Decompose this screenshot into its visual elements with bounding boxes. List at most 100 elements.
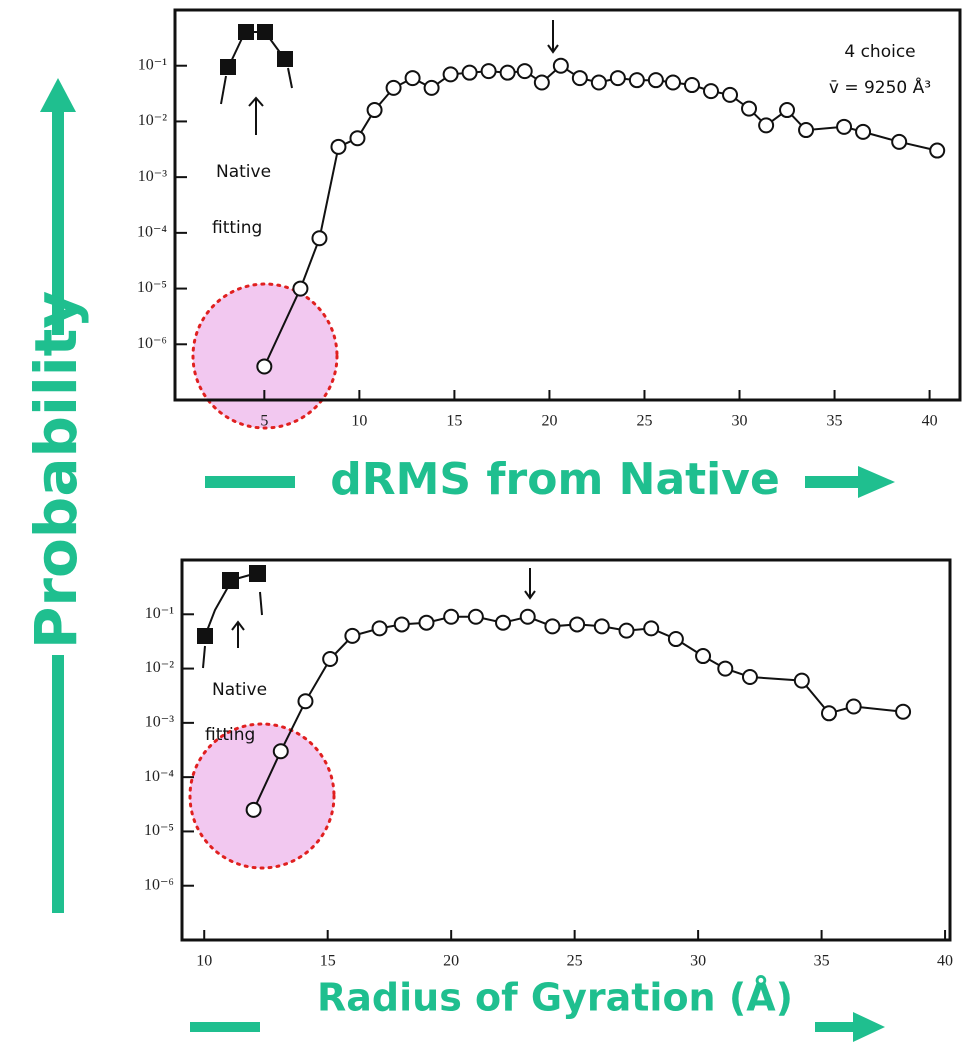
data-point (442, 66, 459, 83)
x-tick-label: 20 (443, 953, 459, 970)
annotation: fitting (212, 218, 262, 238)
data-point (349, 130, 366, 147)
data-point (683, 77, 700, 94)
data-line (252, 615, 904, 811)
data-point (569, 616, 586, 633)
data-point (366, 102, 383, 119)
data-point (245, 801, 262, 818)
data-point (618, 622, 635, 639)
data-point (836, 118, 853, 135)
x-tick-label: 25 (636, 413, 652, 430)
data-point (741, 100, 758, 117)
annotation: Native (212, 680, 267, 700)
x-tick-label: 10 (351, 413, 367, 430)
x-tick-label: 25 (567, 953, 583, 970)
data-point (667, 631, 684, 648)
data-point (609, 70, 626, 87)
data-point (330, 138, 347, 155)
data-point (533, 74, 550, 91)
data-point (845, 698, 862, 715)
data-point (895, 703, 912, 720)
data-point (929, 142, 946, 159)
data-line (263, 64, 938, 367)
x-tick-label: 5 (260, 413, 268, 430)
data-point (590, 74, 607, 91)
data-point (272, 743, 289, 760)
data-point (393, 616, 410, 633)
x-axis-title: dRMS from Native (330, 454, 780, 505)
data-point (552, 57, 569, 74)
highlight-circle (191, 282, 339, 430)
data-point (467, 608, 484, 625)
x-tick-label: 10 (196, 953, 212, 970)
data-point (519, 608, 536, 625)
data-point (717, 660, 734, 677)
data-point (628, 72, 645, 89)
data-point (322, 651, 339, 668)
data-point (722, 86, 739, 103)
plot-frame (180, 558, 952, 942)
data-point (443, 608, 460, 625)
annotation: Native (216, 162, 271, 182)
data-point (385, 79, 402, 96)
x-tick-label: 30 (732, 413, 748, 430)
data-point (404, 70, 421, 87)
y-tick-label: 10⁻⁵ (144, 822, 174, 839)
data-point (758, 117, 775, 134)
data-point (256, 358, 273, 375)
data-point (371, 620, 388, 637)
data-point (779, 102, 796, 119)
data-point (820, 705, 837, 722)
data-point (741, 668, 758, 685)
data-point (292, 280, 309, 297)
y-tick-label: 10⁻¹ (138, 56, 167, 73)
x-tick-label: 30 (690, 953, 706, 970)
x-tick-label: 20 (541, 413, 557, 430)
data-point (891, 133, 908, 150)
data-point (495, 614, 512, 631)
axis-arrow (40, 78, 895, 1042)
data-point (703, 83, 720, 100)
annotation: 4 choice (844, 42, 915, 62)
highlight-circle (188, 722, 336, 870)
y-tick-label: 10⁻⁶ (144, 876, 174, 893)
x-tick-label: 15 (446, 413, 462, 430)
y-tick-label: 10⁻⁶ (137, 335, 167, 352)
data-point (423, 79, 440, 96)
data-point (664, 74, 681, 91)
y-tick-label: 10⁻¹ (145, 605, 174, 622)
data-point (793, 672, 810, 689)
y-tick-label: 10⁻² (145, 659, 174, 676)
x-tick-label: 35 (814, 953, 830, 970)
native-glyph (197, 20, 559, 669)
data-point (461, 64, 478, 81)
data-point (311, 230, 328, 247)
y-tick-label: 10⁻⁴ (144, 768, 174, 785)
x-tick-label: 15 (320, 953, 336, 970)
data-point (297, 693, 314, 710)
data-point (418, 614, 435, 631)
y-axis-title: Probability (22, 291, 90, 649)
y-tick-label: 10⁻³ (145, 714, 174, 731)
data-point (647, 72, 664, 89)
y-tick-label: 10⁻³ (138, 168, 167, 185)
data-point (344, 627, 361, 644)
data-point (480, 63, 497, 80)
x-axis-title: Radius of Gyration (Å) (317, 976, 793, 1020)
x-tick-label: 35 (827, 413, 843, 430)
y-tick-label: 10⁻⁴ (137, 224, 167, 241)
x-tick-label: 40 (937, 953, 953, 970)
plot-frame (173, 8, 962, 402)
annotation: v̄ = 9250 Å³ (829, 76, 931, 98)
y-tick-label: 10⁻² (138, 112, 167, 129)
data-point (695, 648, 712, 665)
data-point (643, 620, 660, 637)
data-point (593, 618, 610, 635)
data-point (798, 122, 815, 139)
y-tick-label: 10⁻⁵ (137, 279, 167, 296)
data-point (544, 618, 561, 635)
x-tick-label: 40 (922, 413, 938, 430)
data-point (571, 70, 588, 87)
data-point (855, 123, 872, 140)
